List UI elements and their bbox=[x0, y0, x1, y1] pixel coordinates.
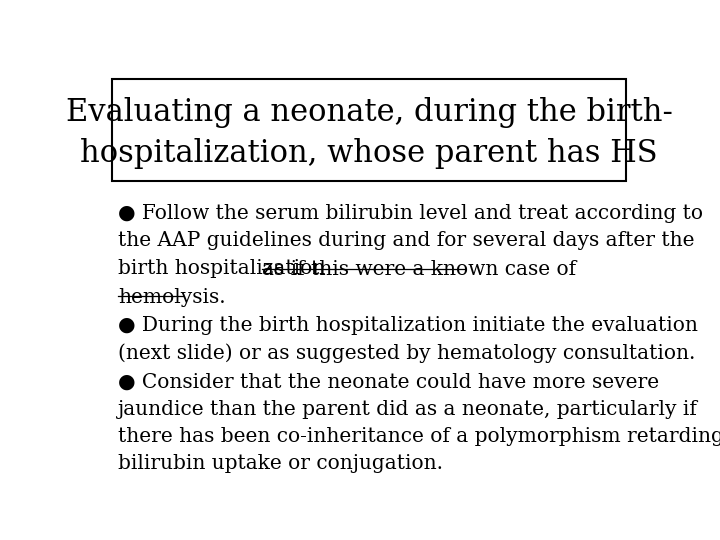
Text: ● Consider that the neonate could have more severe
jaundice than the parent did : ● Consider that the neonate could have m… bbox=[118, 373, 720, 473]
Text: ● During the birth hospitalization initiate the evaluation
(next slide) or as su: ● During the birth hospitalization initi… bbox=[118, 315, 698, 363]
Text: Evaluating a neonate, during the birth-: Evaluating a neonate, during the birth- bbox=[66, 98, 672, 129]
Text: hospitalization, whose parent has HS: hospitalization, whose parent has HS bbox=[80, 138, 658, 169]
Text: hemolysis.: hemolysis. bbox=[118, 288, 225, 307]
Text: as if this were a known case of: as if this were a known case of bbox=[261, 260, 576, 279]
Text: ● Follow the serum bilirubin level and treat according to
the AAP guidelines dur: ● Follow the serum bilirubin level and t… bbox=[118, 204, 703, 278]
FancyBboxPatch shape bbox=[112, 79, 626, 181]
